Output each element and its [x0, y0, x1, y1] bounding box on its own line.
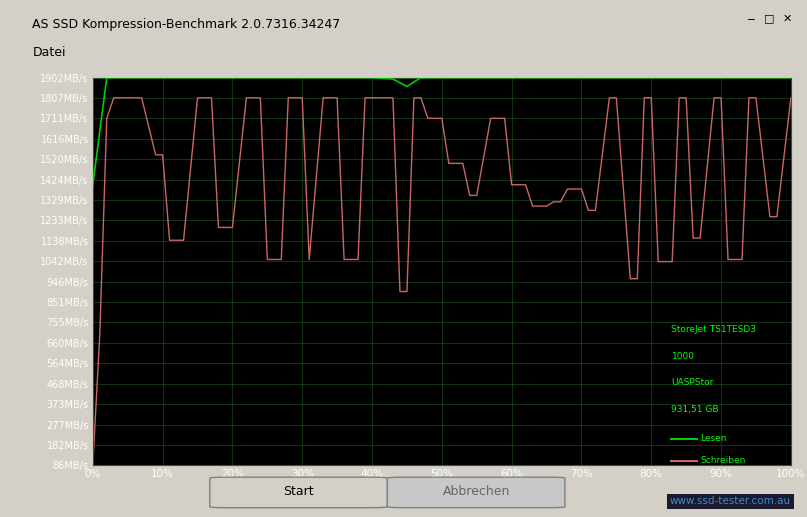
Text: Abbrechen: Abbrechen: [442, 484, 510, 498]
Text: ─: ─: [747, 13, 754, 24]
Text: www.ssd-tester.com.au: www.ssd-tester.com.au: [670, 496, 791, 507]
FancyBboxPatch shape: [387, 477, 565, 508]
Text: Start: Start: [283, 484, 314, 498]
Text: ✕: ✕: [783, 13, 792, 24]
Text: AS SSD Kompression-Benchmark 2.0.7316.34247: AS SSD Kompression-Benchmark 2.0.7316.34…: [32, 18, 341, 32]
FancyBboxPatch shape: [210, 477, 387, 508]
Text: Datei: Datei: [32, 46, 66, 59]
Text: □: □: [763, 13, 775, 24]
